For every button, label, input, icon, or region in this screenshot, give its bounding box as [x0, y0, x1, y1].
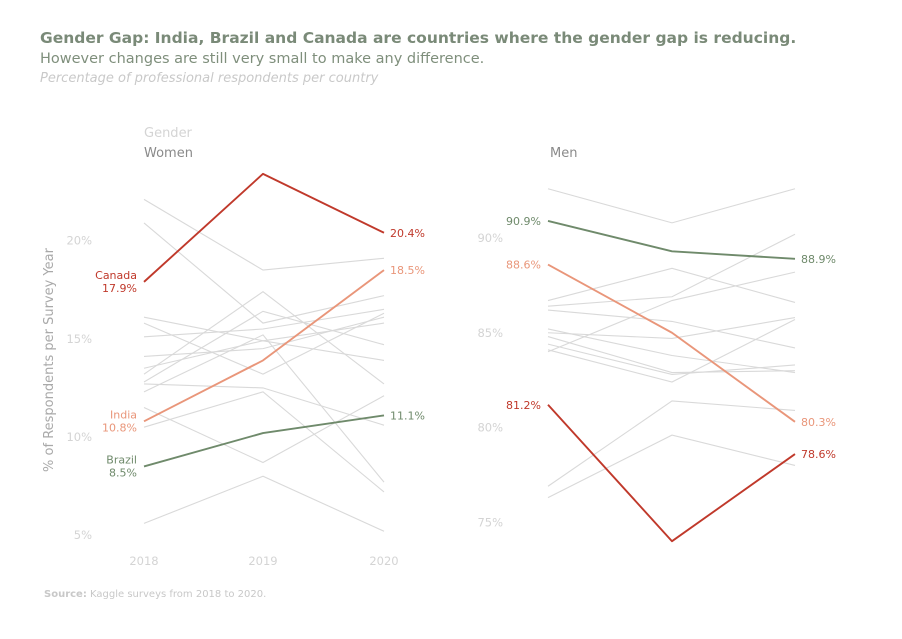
end-label-india: 80.3%	[801, 416, 836, 429]
chart-panels: Women 5% 10% 15% 20% 2018 2019 2020 Canada 17.9% 2…	[66, 146, 836, 568]
y-tick-label: 75%	[477, 515, 503, 529]
source-note: Source: Kaggle surveys from 2018 to 2020…	[44, 589, 266, 600]
series-line-canada	[547, 404, 796, 543]
series-line-other	[143, 316, 385, 358]
series-line-other	[143, 391, 385, 493]
series-line-other	[547, 434, 796, 499]
chart-caption: Percentage of professional respondents p…	[40, 71, 379, 86]
y-tick-label: 85%	[477, 326, 503, 340]
start-label-india: 88.6%	[506, 259, 541, 272]
y-tick-label: 10%	[66, 430, 92, 444]
series-line-other	[143, 334, 385, 483]
series-line-other	[547, 233, 796, 307]
x-tick-label: 2020	[369, 554, 398, 568]
end-label-canada: 20.4%	[390, 227, 425, 240]
start-label-canada: Canada 17.9%	[95, 269, 137, 295]
series-line-other	[547, 309, 796, 349]
y-axis-label: % of Respondents per Survey Year	[42, 247, 57, 472]
series-line-other	[143, 310, 385, 383]
series-line-india	[547, 263, 796, 423]
y-tick-label: 15%	[66, 332, 92, 346]
y-tick-label: 20%	[66, 234, 92, 248]
end-label-brazil: 88.9%	[801, 253, 836, 266]
start-label-india: India 10.8%	[102, 408, 137, 434]
x-tick-label: 2019	[248, 554, 277, 568]
y-tick-label: 90%	[477, 231, 503, 245]
panel-men: Men 75% 80% 85% 90% 81.2% 78.6% 88.6% 80.3% 90.9%…	[477, 146, 836, 543]
start-label-canada: 81.2%	[506, 399, 541, 412]
panel-label: Men	[550, 146, 577, 161]
y-tick-label: 5%	[74, 528, 92, 542]
end-label-india: 18.5%	[390, 264, 425, 277]
legend-title: Gender	[144, 126, 193, 141]
series-line-other	[143, 383, 385, 426]
series-line-brazil	[547, 220, 796, 260]
series-line-other	[143, 475, 385, 532]
series-line-other	[547, 400, 796, 487]
series-line-other	[547, 317, 796, 339]
series-line-brazil	[143, 414, 385, 468]
series-line-india	[143, 269, 385, 423]
series-line-other	[547, 271, 796, 353]
series-line-other	[143, 290, 385, 385]
series-line-other	[547, 343, 796, 376]
end-label-brazil: 11.1%	[390, 409, 425, 422]
chart-title: Gender Gap: India, Brazil and Canada are…	[40, 29, 797, 47]
series-line-other	[143, 395, 385, 464]
series-line-other	[547, 188, 796, 224]
series-line-other	[143, 308, 385, 338]
chart-subtitle: However changes are still very small to …	[40, 51, 485, 67]
series-line-other	[547, 336, 796, 374]
start-label-brazil: Brazil 8.5%	[106, 453, 137, 479]
panel-label: Women	[144, 146, 193, 161]
series-line-other	[547, 319, 796, 383]
series-line-canada	[143, 172, 385, 283]
end-label-canada: 78.6%	[801, 448, 836, 461]
series-line-other	[547, 328, 796, 374]
panel-women: Women 5% 10% 15% 20% 2018 2019 2020 Canada 17.9% 2…	[66, 146, 425, 568]
source-label: Source:	[44, 589, 87, 600]
start-label-brazil: 90.9%	[506, 215, 541, 228]
series-line-other	[143, 198, 385, 271]
y-tick-label: 80%	[477, 421, 503, 435]
source-text: Kaggle surveys from 2018 to 2020.	[90, 589, 267, 600]
series-line-other	[143, 222, 385, 324]
x-tick-label: 2018	[129, 554, 158, 568]
series-line-other	[547, 267, 796, 303]
